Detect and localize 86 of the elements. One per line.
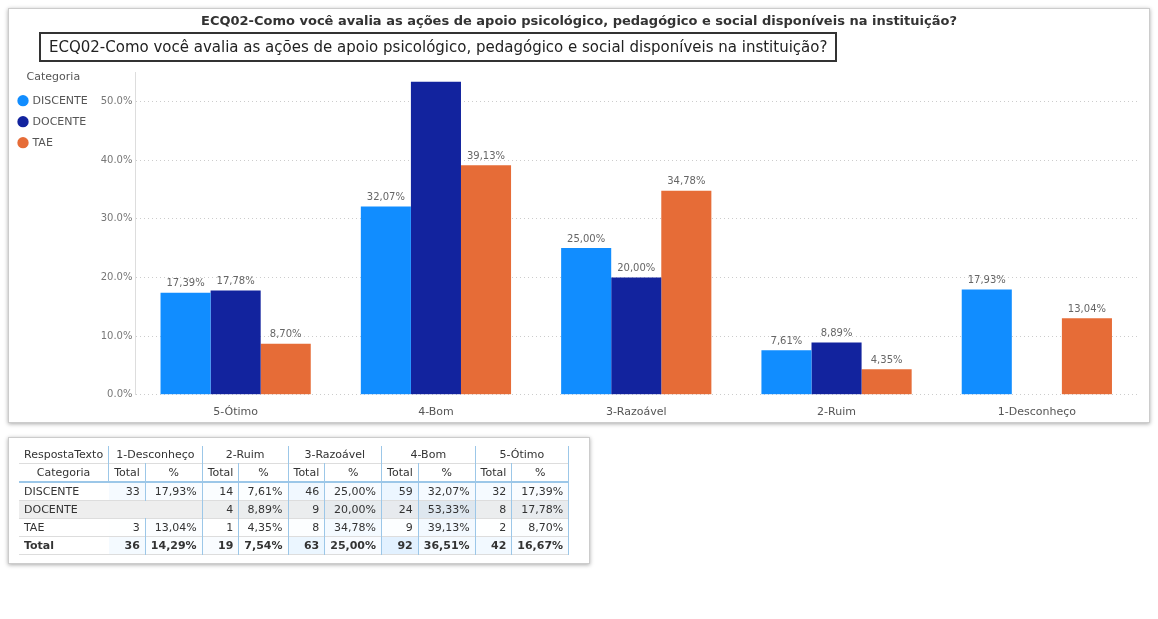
x-tick-label: 5-Ótimo	[213, 405, 259, 419]
x-tick-label: 4-Bom	[418, 405, 454, 419]
data-label: 7,61%	[238, 482, 289, 501]
data-label: 20,00%	[324, 500, 382, 519]
y-tick-label: 30.0%	[100, 212, 133, 224]
data-label: 9	[288, 500, 325, 519]
data-label: 4,35%	[238, 518, 289, 537]
data-label: 42	[475, 536, 512, 555]
data-label: 8,70%	[269, 328, 302, 340]
data-label: 32,07%	[418, 482, 476, 501]
y-axis-title: Categoria	[19, 463, 109, 482]
x-tick-label: Total	[202, 463, 239, 482]
data-label: 25,00%	[324, 482, 382, 501]
data-label: 92	[381, 536, 419, 555]
x-tick-label: 3-Razoável	[605, 405, 667, 419]
data-label: 39,13%	[466, 149, 506, 161]
data-label: 24	[381, 500, 419, 519]
data-label: 33	[108, 482, 146, 501]
data-label: 13,04%	[145, 518, 203, 537]
data-label: 34,78%	[324, 518, 382, 537]
x-tick-label: %	[145, 463, 203, 482]
data-label: 17,78%	[216, 275, 255, 287]
data-label: 3	[108, 518, 146, 537]
x-tick-label: %	[238, 463, 289, 482]
text: 4-Bom	[381, 446, 476, 464]
data-label: 59	[381, 482, 419, 501]
data-label: 13,04%	[1067, 302, 1106, 314]
x-tick-label: %	[324, 463, 382, 482]
data-label: 7,61%	[770, 334, 803, 346]
x-tick-label: 2-Ruim	[817, 405, 856, 419]
data-label: 14,29%	[145, 536, 203, 555]
legend-title: Categoria	[26, 70, 81, 84]
data-label: 8,89%	[238, 500, 289, 519]
text: ECQ02-Como você avalia as ações de apoio psicológico, pedagógico e social disponíveis na instituição?	[39, 32, 838, 62]
text: 1-Desconheço	[108, 446, 203, 464]
data-label: 39,13%	[418, 518, 476, 537]
data-label: 8	[475, 500, 512, 519]
data-label: 17,39%	[166, 277, 205, 289]
chart-title: ECQ02-Como você avalia as ações de apoio psicológico, pedagógico e social disponíveis na instituição?	[200, 12, 958, 30]
data-label: 17,93%	[145, 482, 203, 501]
x-axis-title: RespostaTexto	[19, 446, 109, 464]
x-tick-label: %	[418, 463, 476, 482]
data-label: 36,51%	[418, 536, 476, 555]
legend-label: DISCENTE	[32, 93, 88, 107]
y-tick-label: TAE	[23, 520, 46, 536]
data-label: 4	[202, 500, 239, 519]
data-label: 17,93%	[967, 274, 1006, 286]
data-label: 20,00%	[617, 262, 656, 274]
data-label: 32	[475, 482, 512, 501]
data-label: 34,78%	[667, 175, 706, 187]
text: 2-Ruim	[202, 446, 289, 464]
data-label: 63	[288, 536, 325, 555]
data-label: 8	[288, 518, 325, 537]
data-label: 8,89%	[820, 327, 853, 339]
data-label: 8,70%	[511, 518, 569, 537]
data-label: 19	[202, 536, 239, 555]
x-tick-label: Total	[288, 463, 325, 482]
y-tick-label: DISCENTE	[23, 484, 81, 500]
text: 5-Ótimo	[475, 446, 569, 464]
y-tick-label: 50.0%	[100, 94, 133, 106]
x-tick-label: %	[511, 463, 569, 482]
data-label: 17,78%	[511, 500, 569, 519]
y-tick-label: 20.0%	[100, 271, 133, 283]
data-label: 46	[288, 482, 325, 501]
text: 3-Razoável	[288, 446, 382, 464]
y-tick-label: DOCENTE	[23, 502, 79, 518]
data-label: 25,00%	[567, 232, 606, 244]
data-label: 32,07%	[366, 191, 405, 203]
y-tick-label: 0.0%	[107, 388, 133, 400]
data-label: 25,00%	[324, 536, 382, 555]
data-label: 14	[202, 482, 239, 501]
data-label: 36	[108, 536, 146, 555]
data-label: 4,35%	[870, 353, 903, 365]
data-label: 16,67%	[511, 536, 569, 555]
y-tick-label: Total	[23, 538, 56, 554]
x-tick-label: Total	[475, 463, 512, 482]
data-label: 53,33%	[418, 500, 476, 519]
data-label: 17,39%	[511, 482, 569, 501]
data-label: 1	[202, 518, 239, 537]
y-tick-label: 10.0%	[100, 329, 133, 341]
x-tick-label: 1-Desconheço	[997, 405, 1077, 419]
data-label: 9	[381, 518, 419, 537]
data-label: 2	[475, 518, 512, 537]
data-label: 7,54%	[238, 536, 289, 555]
x-tick-label: Total	[381, 463, 419, 482]
y-tick-label: 40.0%	[100, 153, 133, 165]
